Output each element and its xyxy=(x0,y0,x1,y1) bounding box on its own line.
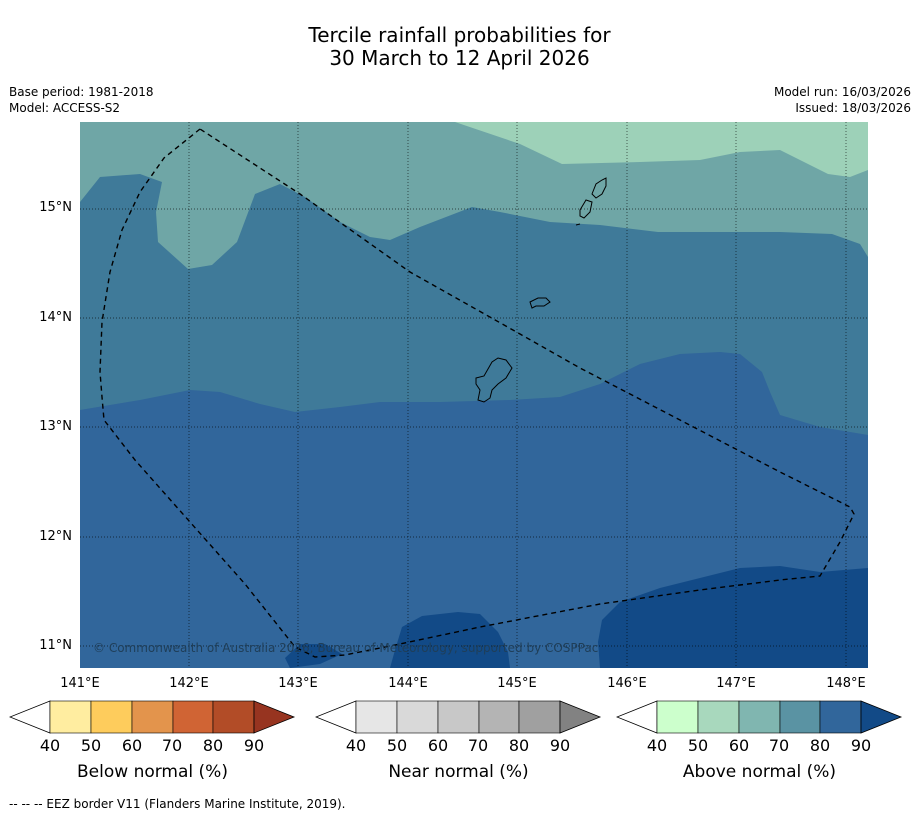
copyright-text: © Commonwealth of Australia 2026, Bureau… xyxy=(93,641,599,655)
island-guam xyxy=(475,357,513,403)
lat-label-14n: 14°N xyxy=(39,310,72,325)
colorbar-below-normal xyxy=(8,700,296,738)
lon-label-147e: 147°E xyxy=(716,676,756,691)
colorbar-near-title: Near normal (%) xyxy=(388,762,529,782)
cbar-below-seg-3 xyxy=(131,700,174,734)
cbar-above-seg-3 xyxy=(738,700,781,734)
island-aguijan xyxy=(575,223,581,226)
colorbar-below-title: Below normal (%) xyxy=(77,762,228,782)
lon-label-148e: 148°E xyxy=(826,676,866,691)
band-above-80-90-east xyxy=(598,566,868,668)
colorbar-above-title: Above normal (%) xyxy=(682,762,837,782)
cbar-near-tick-80: 80 xyxy=(508,736,530,755)
base-period-text: Base period: 1981-2018 xyxy=(9,85,154,99)
model-text: Model: ACCESS-S2 xyxy=(9,101,121,115)
cbar-near-seg-1 xyxy=(355,700,398,734)
cbar-near-tick-40: 40 xyxy=(345,736,367,755)
eez-border xyxy=(99,128,855,658)
cbar-near-seg-2 xyxy=(396,700,439,734)
cbar-above-tick-70: 70 xyxy=(768,736,790,755)
issued-text: Issued: 18/03/2026 xyxy=(795,101,911,115)
eez-legend-note: -- -- -- EEZ border V11 (Flanders Marine… xyxy=(9,797,346,811)
colorbar-above-normal xyxy=(615,700,903,738)
cbar-near-seg-4 xyxy=(478,700,520,734)
cbar-near-tick-90: 90 xyxy=(549,736,571,755)
cbar-below-seg-1 xyxy=(49,700,92,734)
cbar-above-seg-5 xyxy=(819,700,862,734)
lat-label-13n: 13°N xyxy=(39,419,72,434)
island-tinian xyxy=(579,199,593,219)
cbar-below-tick-40: 40 xyxy=(39,736,61,755)
cbar-above-tick-80: 80 xyxy=(809,736,831,755)
cbar-below-seg-5 xyxy=(212,700,255,734)
cbar-below-tick-50: 50 xyxy=(80,736,102,755)
cbar-below-seg-4 xyxy=(172,700,214,734)
cbar-near-seg-5 xyxy=(518,700,561,734)
lat-label-12n: 12°N xyxy=(39,529,72,544)
cbar-near-tick-60: 60 xyxy=(427,736,449,755)
cbar-below-tick-80: 80 xyxy=(202,736,224,755)
band-above-40-50 xyxy=(455,122,868,177)
cbar-near-tick-70: 70 xyxy=(467,736,489,755)
cbar-below-tick-70: 70 xyxy=(161,736,183,755)
lon-label-144e: 144°E xyxy=(388,676,428,691)
cbar-near-tick-50: 50 xyxy=(386,736,408,755)
probability-map xyxy=(80,122,868,668)
lon-label-141e: 141°E xyxy=(60,676,100,691)
lon-label-143e: 143°E xyxy=(278,676,318,691)
cbar-above-tick-40: 40 xyxy=(646,736,668,755)
cbar-above-seg-1 xyxy=(656,700,699,734)
cbar-above-tick-50: 50 xyxy=(687,736,709,755)
cbar-below-tick-90: 90 xyxy=(243,736,265,755)
map-title-line2: 30 March to 12 April 2026 xyxy=(329,46,590,70)
cbar-above-tick-60: 60 xyxy=(728,736,750,755)
lon-label-142e: 142°E xyxy=(169,676,209,691)
island-rota xyxy=(529,297,551,309)
lat-label-15n: 15°N xyxy=(39,200,72,215)
cbar-near-seg-3 xyxy=(437,700,480,734)
cbar-above-tick-90: 90 xyxy=(850,736,872,755)
lat-label-11n: 11°N xyxy=(39,638,72,653)
lon-label-145e: 145°E xyxy=(497,676,537,691)
cbar-above-seg-4 xyxy=(779,700,821,734)
band-above-80-90-south xyxy=(390,612,510,668)
lon-label-146e: 146°E xyxy=(607,676,647,691)
colorbar-near-normal xyxy=(314,700,602,738)
cbar-below-seg-2 xyxy=(90,700,133,734)
island-saipan xyxy=(591,177,607,199)
model-run-text: Model run: 16/03/2026 xyxy=(773,85,911,99)
cbar-below-tick-60: 60 xyxy=(121,736,143,755)
cbar-above-seg-2 xyxy=(697,700,740,734)
map-title-line1: Tercile rainfall probabilities for xyxy=(308,23,611,47)
